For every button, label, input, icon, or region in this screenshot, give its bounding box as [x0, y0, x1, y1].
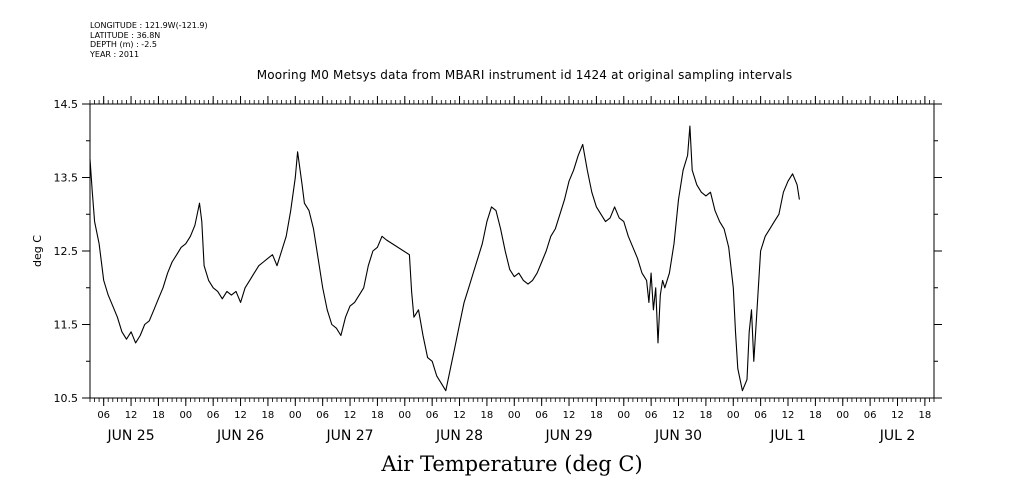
x-tick-label: 00 [617, 410, 630, 421]
series-line [89, 125, 800, 392]
x-tick-label: 12 [782, 410, 795, 421]
x-day-label: JUN 28 [435, 428, 483, 444]
x-tick-label: 18 [809, 410, 822, 421]
x-tick-label: 12 [234, 410, 247, 421]
x-tick-label: 00 [836, 410, 849, 421]
x-axis-title: Air Temperature (deg C) [381, 452, 643, 476]
x-tick-label: 12 [563, 410, 576, 421]
x-tick-label: 06 [754, 410, 767, 421]
y-tick-label: 10.5 [54, 392, 79, 405]
latitude-label: LATITUDE : 36.8N [90, 30, 161, 40]
x-tick-label: 06 [864, 410, 877, 421]
x-tick-label: 12 [344, 410, 357, 421]
chart-title: Mooring M0 Metsys data from MBARI instru… [256, 68, 793, 82]
metadata-block: LONGITUDE : 121.9W(-121.9) LATITUDE : 36… [90, 21, 208, 59]
depth-label: DEPTH (m) : -2.5 [90, 40, 157, 50]
year-label: YEAR : 2011 [90, 49, 140, 59]
x-tick-label: 06 [535, 410, 548, 421]
x-tick-label: 18 [262, 410, 275, 421]
x-day-label: JUN 26 [216, 428, 264, 444]
x-tick-label: 06 [97, 410, 110, 421]
x-day-label: JUN 27 [325, 428, 373, 444]
x-day-label: JUN 30 [654, 428, 702, 444]
x-day-label: JUN 29 [544, 428, 592, 444]
x-tick-label: 18 [590, 410, 603, 421]
plot-frame [89, 103, 935, 399]
x-tick-label: 00 [727, 410, 740, 421]
longitude-label: LONGITUDE : 121.9W(-121.9) [90, 21, 208, 30]
x-tick-label: 06 [207, 410, 220, 421]
x-tick-label: 12 [672, 410, 685, 421]
y-axis-title: deg C [31, 235, 44, 267]
y-tick-label: 14.5 [54, 98, 79, 111]
x-tick-label: 00 [179, 410, 192, 421]
y-tick-label: 13.5 [54, 172, 79, 185]
x-tick-label: 12 [453, 410, 466, 421]
y-tick-label: 12.5 [54, 245, 79, 258]
x-day-label: JUL 1 [769, 428, 806, 444]
x-tick-label: 00 [398, 410, 411, 421]
x-minor-ticks [89, 100, 935, 402]
x-tick-label: 18 [152, 410, 165, 421]
x-tick-label: 18 [919, 410, 932, 421]
x-tick-label: 06 [645, 410, 658, 421]
x-tick-label: 18 [481, 410, 494, 421]
x-tick-label: 00 [508, 410, 521, 421]
x-day-label: JUN 25 [106, 428, 154, 444]
x-tick-label: 18 [371, 410, 384, 421]
x-tick-label: 06 [426, 410, 439, 421]
y-tick-label: 11.5 [54, 319, 79, 332]
x-tick-label: 12 [125, 410, 138, 421]
x-tick-label: 18 [700, 410, 713, 421]
x-tick-label: 06 [316, 410, 329, 421]
x-tick-label: 00 [289, 410, 302, 421]
x-tick-label: 12 [891, 410, 904, 421]
x-day-label: JUL 2 [879, 428, 916, 444]
